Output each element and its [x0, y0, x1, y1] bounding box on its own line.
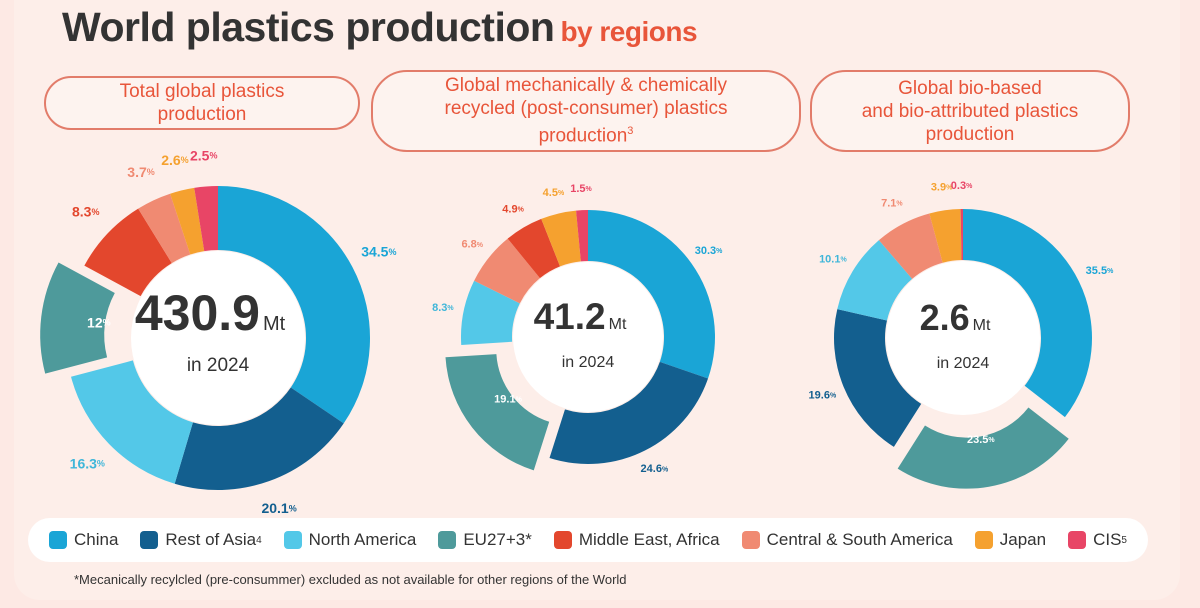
- data-label: 2.5%: [190, 147, 217, 163]
- data-label: 3.7%: [127, 164, 154, 180]
- data-label: 19.6%: [809, 390, 837, 402]
- legend-item-cis: CIS 5: [1068, 530, 1127, 550]
- legend-item-eu27: EU27+3*: [438, 530, 532, 550]
- donut-slice-north-america: [71, 360, 193, 484]
- data-label: 6.8%: [461, 239, 483, 251]
- donut-slice-rest-of-asia: [174, 387, 344, 490]
- data-label: 8.3%: [432, 302, 454, 314]
- legend-swatch: [283, 531, 302, 549]
- donut-slice-cis: [194, 186, 218, 252]
- legend-item-china: China: [48, 530, 118, 550]
- donut-slice-central-south-america: [138, 193, 191, 264]
- donut-slice-middle-east-africa: [507, 218, 561, 279]
- legend-swatch: [140, 531, 159, 549]
- panel-heading-recycled: Global mechanically & chemically recycle…: [371, 70, 801, 152]
- data-label: 8.3%: [72, 204, 99, 220]
- donut-slice-eu27-3: [445, 354, 550, 471]
- data-label: 4.9%: [502, 203, 524, 215]
- donut-slice-north-america: [461, 280, 520, 345]
- donut-slice-japan: [929, 209, 962, 263]
- legend-item-central-south-america: Central & South America: [741, 530, 953, 550]
- donut-slice-eu27-3: [40, 262, 115, 374]
- legend-item-north-america: North America: [283, 530, 416, 550]
- donut-center: [513, 262, 663, 412]
- donut-slice-central-south-america: [878, 213, 943, 279]
- data-label: 19.1%: [494, 393, 522, 405]
- donut-slice-middle-east-africa: [84, 208, 172, 297]
- legend: China Rest of Asia 4 North America EU27+3…: [28, 518, 1148, 562]
- donut-slice-cis: [960, 209, 963, 261]
- donut-slice-rest-of-asia: [549, 361, 709, 464]
- center-label: in 2024: [562, 354, 615, 371]
- donut-slice-china: [963, 209, 1093, 418]
- data-label: 30.3%: [695, 245, 723, 257]
- data-label: 35.5%: [1086, 265, 1114, 277]
- donut-slice-central-south-america: [474, 238, 540, 304]
- page-subtitle: by regions: [560, 16, 698, 47]
- legend-item-rest-of-asia: Rest of Asia 4: [140, 530, 262, 550]
- data-label: 16.3%: [70, 455, 105, 471]
- data-label: 20.1%: [261, 500, 296, 516]
- data-label: 7.1%: [881, 198, 903, 210]
- data-label: 24.6%: [641, 463, 669, 475]
- data-label: 34.5%: [361, 244, 396, 260]
- legend-swatch: [438, 531, 457, 549]
- panel-heading-bio: Global bio-based and bio-attributed plas…: [810, 70, 1130, 152]
- donut-slice-rest-of-asia: [834, 309, 922, 447]
- donut-center: [131, 251, 305, 425]
- legend-swatch: [48, 531, 67, 549]
- donut-slice-china: [218, 186, 370, 424]
- panel-heading-total: Total global plastics production: [44, 76, 360, 130]
- legend-item-japan: Japan: [974, 530, 1046, 550]
- data-label: 10.1%: [819, 253, 847, 265]
- donut-slice-eu27-3: [897, 407, 1069, 489]
- legend-swatch: [741, 531, 760, 549]
- footnote: *Mecanically recylcled (pre-consummer) e…: [74, 572, 627, 587]
- data-label: 3.9%: [931, 181, 953, 193]
- legend-swatch: [1068, 531, 1087, 549]
- donut-slice-japan: [170, 187, 205, 255]
- data-label: 2.6%: [161, 152, 188, 168]
- data-label: 4.5%: [543, 187, 565, 199]
- legend-swatch: [553, 531, 572, 549]
- data-label: 1.5%: [570, 183, 592, 195]
- data-label: 23.5%: [967, 434, 995, 446]
- legend-item-middle-east-africa: Middle East, Africa: [553, 530, 720, 550]
- donut-slice-north-america: [837, 240, 913, 321]
- data-label: 0.3%: [951, 180, 973, 192]
- center-label: in 2024: [187, 355, 250, 376]
- donut-slice-china: [588, 210, 715, 379]
- donut-slice-cis: [576, 210, 588, 262]
- legend-swatch: [974, 531, 993, 549]
- page-title: World plastics production by regions: [62, 4, 698, 50]
- center-label: in 2024: [937, 355, 990, 372]
- donut-slice-japan: [541, 210, 581, 267]
- donut-center: [886, 261, 1040, 415]
- data-label: 12%: [87, 314, 111, 330]
